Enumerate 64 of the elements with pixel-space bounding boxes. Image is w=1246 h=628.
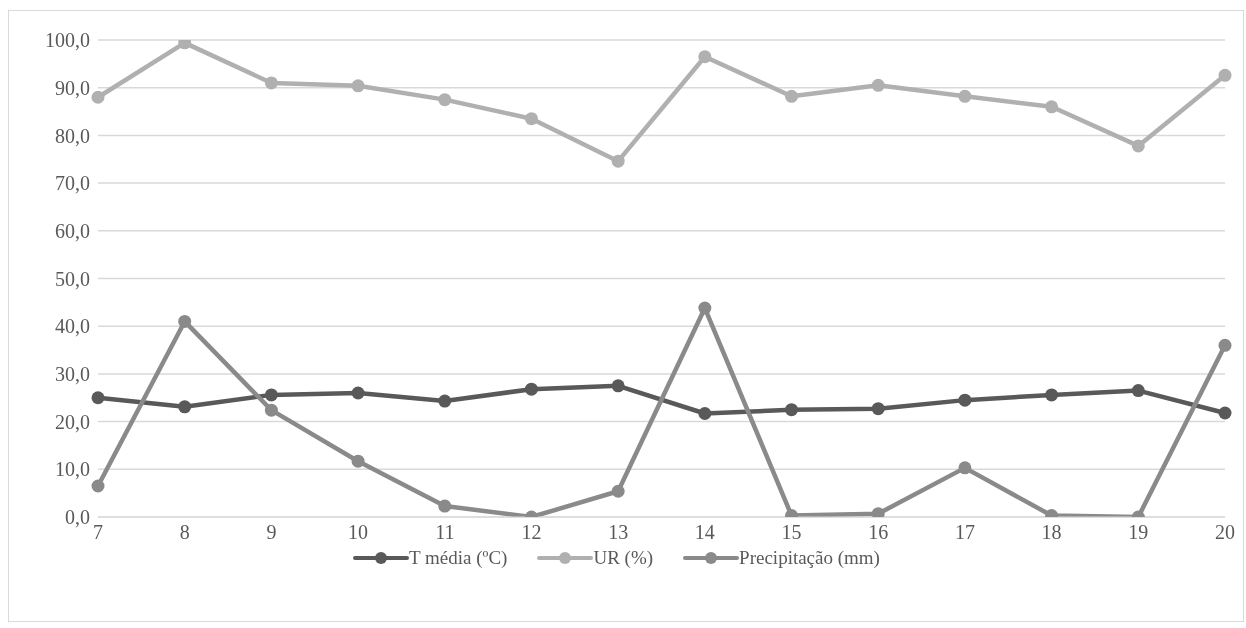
point <box>958 393 972 407</box>
point <box>698 50 712 64</box>
point <box>1218 406 1232 420</box>
y-tick-label: 90,0 <box>55 76 90 99</box>
point <box>91 90 105 104</box>
legend-label: Precipitação (mm) <box>739 547 880 569</box>
point <box>1218 68 1232 82</box>
y-tick-label: 70,0 <box>55 172 90 195</box>
x-tick-label: 14 <box>694 521 715 544</box>
point <box>524 112 538 126</box>
point <box>958 461 972 475</box>
point <box>438 93 452 107</box>
x-tick-label: 15 <box>781 521 802 544</box>
legend-label: T média (ºC) <box>409 547 508 569</box>
point <box>785 403 799 417</box>
x-tick-label: 16 <box>868 521 889 544</box>
x-tick-label: 12 <box>521 521 542 544</box>
point <box>871 78 885 92</box>
x-tick-label: 18 <box>1041 521 1062 544</box>
point <box>785 89 799 103</box>
legend-label: UR (%) <box>593 547 654 569</box>
point <box>1131 139 1145 153</box>
point <box>264 76 278 90</box>
x-tick-label: 20 <box>1215 521 1235 544</box>
point <box>524 382 538 396</box>
x-tick-label: 9 <box>266 521 277 544</box>
point <box>871 402 885 416</box>
point <box>611 484 625 498</box>
point <box>958 89 972 103</box>
point <box>351 79 365 93</box>
point <box>1131 384 1145 398</box>
x-tick-label: 13 <box>608 521 629 544</box>
point <box>698 406 712 420</box>
x-tick-label: 11 <box>435 521 455 544</box>
y-tick-label: 30,0 <box>55 363 90 385</box>
x-tick-label: 10 <box>348 521 369 544</box>
point <box>351 386 365 400</box>
y-tick-label: 100,0 <box>45 29 90 52</box>
point <box>438 499 452 513</box>
point <box>1045 388 1059 402</box>
point <box>351 454 365 468</box>
point <box>264 403 278 417</box>
point <box>178 400 192 414</box>
point <box>1218 338 1232 352</box>
y-tick-label: 80,0 <box>55 124 90 147</box>
x-tick-label: 17 <box>954 521 975 544</box>
point <box>1045 100 1059 114</box>
point <box>438 394 452 408</box>
x-tick-label: 8 <box>179 521 190 544</box>
point <box>264 388 278 402</box>
point <box>611 154 625 168</box>
y-tick-label: 0,0 <box>65 506 90 529</box>
y-tick-label: 60,0 <box>55 219 90 242</box>
y-tick-label: 50,0 <box>55 267 90 290</box>
point <box>91 479 105 493</box>
x-tick-label: 19 <box>1128 521 1149 544</box>
point <box>611 379 625 393</box>
x-tick-label: 7 <box>93 521 103 544</box>
point <box>698 301 712 315</box>
point <box>178 314 192 328</box>
y-tick-label: 20,0 <box>55 410 90 433</box>
y-tick-label: 10,0 <box>55 458 90 481</box>
point <box>91 391 105 405</box>
y-tick-label: 40,0 <box>55 315 90 338</box>
